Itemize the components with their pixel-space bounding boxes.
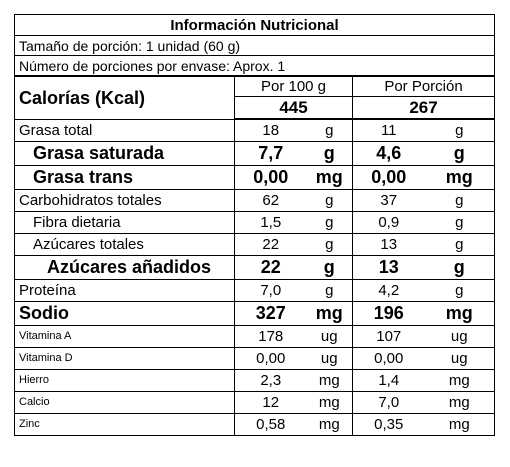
unit-per-100g: mg <box>306 390 353 414</box>
unit-per-100g: g <box>306 210 353 234</box>
unit-per-portion: g <box>424 188 496 212</box>
value-per-100g: 0,00 <box>234 164 307 190</box>
table-row: Grasa total 18 g 11 g <box>14 118 496 142</box>
calories-label: Calorías (Kcal) <box>14 75 235 120</box>
value-per-100g: 0,58 <box>234 412 307 436</box>
nutrient-label: Carbohidratos totales <box>14 188 235 212</box>
table-row: Fibra dietaria 1,5 g 0,9 g <box>14 210 496 234</box>
table-row: Grasa saturada 7,7 g 4,6 g <box>14 140 496 166</box>
nutrient-label: Vitamina A <box>14 324 235 348</box>
nutrient-label: Proteína <box>14 278 235 302</box>
value-per-portion: 1,4 <box>352 368 425 392</box>
table-row: Hierro 2,3 mg 1,4 mg <box>14 368 496 392</box>
unit-per-100g: ug <box>306 346 353 370</box>
value-per-portion: 4,6 <box>352 140 425 166</box>
unit-per-portion: mg <box>424 164 496 190</box>
value-per-portion: 0,35 <box>352 412 425 436</box>
value-per-100g: 1,5 <box>234 210 307 234</box>
value-per-portion: 0,00 <box>352 164 425 190</box>
nutrient-label: Grasa total <box>14 118 235 142</box>
nutrient-label: Vitamina D <box>14 346 235 370</box>
table-row: Calcio 12 mg 7,0 mg <box>14 390 496 414</box>
unit-per-portion: mg <box>424 300 496 326</box>
table-row: Vitamina A 178 ug 107 ug <box>14 324 496 348</box>
nutrient-label: Calcio <box>14 390 235 414</box>
table-row: Grasa trans 0,00 mg 0,00 mg <box>14 164 496 190</box>
per-100g-header: Por 100 g <box>234 75 353 97</box>
value-per-100g: 12 <box>234 390 307 414</box>
table-row: Azúcares totales 22 g 13 g <box>14 232 496 256</box>
nutrient-label: Grasa saturada <box>14 140 235 166</box>
value-per-100g: 22 <box>234 232 307 256</box>
portions-per-container: Número de porciones por envase: Aprox. 1 <box>13 55 496 77</box>
value-per-portion: 0,00 <box>352 346 425 370</box>
portion-size: Tamaño de porción: 1 unidad (60 g) <box>13 35 496 56</box>
nutrient-label: Azúcares añadidos <box>14 254 235 280</box>
value-per-portion: 13 <box>352 254 425 280</box>
value-per-portion: 37 <box>352 188 425 212</box>
unit-per-portion: g <box>424 118 496 142</box>
table-row: Carbohidratos totales 62 g 37 g <box>14 188 496 212</box>
table-row: Sodio 327 mg 196 mg <box>14 300 496 326</box>
unit-per-100g: g <box>306 278 353 302</box>
unit-per-portion: g <box>424 210 496 234</box>
unit-per-portion: g <box>424 140 496 166</box>
table-title: Información Nutricional <box>13 14 496 36</box>
nutrient-label: Grasa trans <box>14 164 235 190</box>
per-portion-header: Por Porción <box>351 75 496 97</box>
unit-per-100g: g <box>306 232 353 256</box>
value-per-portion: 4,2 <box>352 278 425 302</box>
table-row: Vitamina D 0,00 ug 0,00 ug <box>14 346 496 370</box>
unit-per-portion: ug <box>424 324 496 348</box>
value-per-portion: 107 <box>352 324 425 348</box>
unit-per-portion: mg <box>424 368 496 392</box>
value-per-100g: 7,7 <box>234 140 307 166</box>
unit-per-portion: mg <box>424 390 496 414</box>
nutrition-facts-table: Información Nutricional Tamaño de porció… <box>13 14 496 436</box>
nutrient-label: Sodio <box>14 300 235 326</box>
unit-per-100g: mg <box>306 412 353 436</box>
value-per-100g: 2,3 <box>234 368 307 392</box>
unit-per-100g: mg <box>306 368 353 392</box>
nutrient-label: Fibra dietaria <box>14 210 235 234</box>
unit-per-100g: g <box>306 140 353 166</box>
unit-per-100g: mg <box>306 300 353 326</box>
unit-per-portion: g <box>424 232 496 256</box>
table-row: Zinc 0,58 mg 0,35 mg <box>14 412 496 436</box>
nutrient-label: Azúcares totales <box>14 232 235 256</box>
value-per-portion: 7,0 <box>352 390 425 414</box>
value-per-portion: 13 <box>352 232 425 256</box>
value-per-100g: 62 <box>234 188 307 212</box>
unit-per-portion: g <box>424 278 496 302</box>
value-per-100g: 7,0 <box>234 278 307 302</box>
unit-per-100g: mg <box>306 164 353 190</box>
calories-per-portion: 267 <box>351 96 496 120</box>
unit-per-100g: ug <box>306 324 353 348</box>
nutrient-label: Zinc <box>14 412 235 436</box>
value-per-100g: 327 <box>234 300 307 326</box>
value-per-100g: 0,00 <box>234 346 307 370</box>
nutrient-label: Hierro <box>14 368 235 392</box>
unit-per-100g: g <box>306 188 353 212</box>
value-per-portion: 0,9 <box>352 210 425 234</box>
value-per-100g: 22 <box>234 254 307 280</box>
value-per-portion: 196 <box>352 300 425 326</box>
unit-per-portion: g <box>424 254 496 280</box>
unit-per-100g: g <box>306 118 353 142</box>
calories-per-100g: 445 <box>234 96 353 120</box>
unit-per-portion: mg <box>424 412 496 436</box>
table-row: Azúcares añadidos 22 g 13 g <box>14 254 496 280</box>
value-per-100g: 178 <box>234 324 307 348</box>
unit-per-portion: ug <box>424 346 496 370</box>
unit-per-100g: g <box>306 254 353 280</box>
value-per-100g: 18 <box>234 118 307 142</box>
value-per-portion: 11 <box>352 118 425 142</box>
table-row: Proteína 7,0 g 4,2 g <box>14 278 496 302</box>
